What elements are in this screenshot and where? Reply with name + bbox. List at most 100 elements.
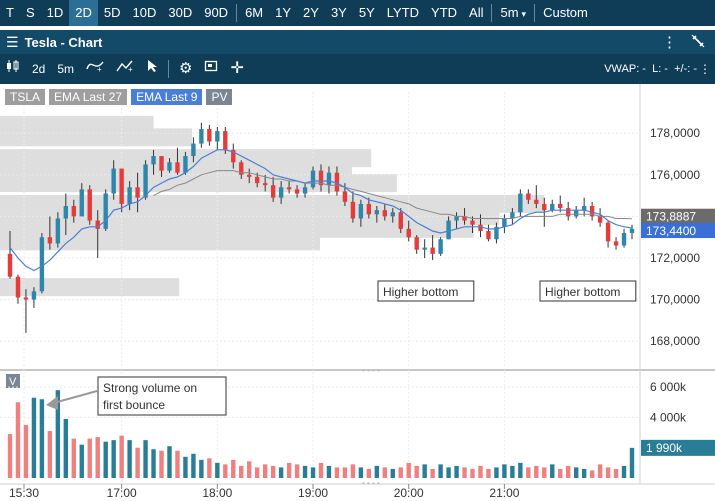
volume-profile-bar <box>0 278 180 297</box>
interval-5m-button[interactable]: 5m <box>57 62 75 76</box>
range-5y[interactable]: 5Y <box>358 5 375 20</box>
indicator-curve-icon[interactable]: + <box>80 54 110 84</box>
candle-body <box>127 187 132 204</box>
range-10d[interactable]: 10D <box>132 5 157 20</box>
candle-body <box>374 210 380 215</box>
candle-body <box>629 228 635 234</box>
range-5d[interactable]: 5D <box>103 5 121 20</box>
legend-item[interactable]: EMA Last 9 <box>131 89 203 105</box>
strong-volume-annotation-line2: first bounce <box>103 398 165 412</box>
volume-bar <box>374 465 380 478</box>
volume-bar <box>318 462 324 478</box>
layout-window-icon[interactable] <box>198 54 224 84</box>
candle-body <box>558 203 563 209</box>
interval-dropdown[interactable]: 5m ▾ <box>494 0 532 26</box>
time-tick-label: 20:00 <box>394 486 424 500</box>
candle-body <box>7 253 13 277</box>
volume-bar <box>573 467 579 478</box>
volume-bar <box>446 467 451 478</box>
higher-bottom-annotation-text: Higher bottom <box>545 285 620 299</box>
timeframe-2d-button[interactable]: 2d <box>32 62 46 76</box>
unlink-icon[interactable] <box>691 34 705 51</box>
candle-body <box>510 212 515 219</box>
range-1d[interactable]: 1D <box>46 5 64 20</box>
candle-body <box>167 162 172 171</box>
candle-body <box>270 185 276 198</box>
volume-tick-label: 6 000k <box>650 380 687 394</box>
volume-bar <box>103 441 108 478</box>
volume-bar <box>502 464 507 478</box>
cursor-pointer-icon[interactable] <box>140 54 164 84</box>
volume-bar <box>478 465 483 478</box>
volume-profile-bar <box>0 128 192 147</box>
hamburger-menu-icon[interactable]: ☰ <box>6 33 19 50</box>
volume-bar <box>366 468 372 478</box>
legend-item[interactable]: TSLA <box>5 89 46 105</box>
volume-bar <box>342 467 348 478</box>
last-price-tag <box>641 208 715 224</box>
candle-body <box>63 206 69 219</box>
volume-bar <box>294 464 300 478</box>
candle-body <box>542 203 547 211</box>
chevron-down-icon: ▾ <box>521 9 527 19</box>
candle-body <box>79 189 84 217</box>
chart-title-bar: ☰ Tesla - Chart ⋮ <box>0 30 715 54</box>
range-s[interactable]: S <box>25 5 35 20</box>
range-t[interactable]: T <box>6 5 14 20</box>
range-2d[interactable]: 2D <box>69 0 98 26</box>
range-90d[interactable]: 90D <box>204 5 229 20</box>
panel-resize-handle: • • • • <box>362 479 380 488</box>
range-lytd[interactable]: LYTD <box>386 5 420 20</box>
candle-body <box>111 168 116 194</box>
last-price-value: 173,8887 <box>646 210 696 224</box>
candlestick-type-icon[interactable] <box>0 54 26 84</box>
candle-body <box>462 216 467 221</box>
time-tick-label: 15:30 <box>9 486 39 500</box>
candle-body <box>310 170 316 188</box>
volume-bar <box>223 464 228 478</box>
candle-body <box>446 220 451 240</box>
window-title: Tesla - Chart <box>24 34 103 50</box>
strong-volume-annotation-box <box>97 376 227 416</box>
candle-body <box>470 220 475 225</box>
legend-item[interactable]: EMA Last 27 <box>49 89 128 105</box>
candle-body <box>207 129 212 142</box>
settings-gear-icon[interactable]: ⚙ <box>179 60 193 77</box>
volume-bar <box>581 468 587 478</box>
candle-body <box>414 237 419 250</box>
range-ytd[interactable]: YTD <box>431 5 458 20</box>
more-options-icon[interactable]: ⋮ <box>662 34 677 51</box>
candle-body <box>199 129 204 144</box>
candle-body <box>294 189 300 194</box>
custom-range-button[interactable]: Custom <box>543 5 588 20</box>
crosshair-icon[interactable]: ✛ <box>230 60 244 77</box>
candle-body <box>581 206 587 211</box>
time-tick-label: 21:00 <box>489 486 519 500</box>
range-3y[interactable]: 3Y <box>330 5 347 20</box>
volume-bar <box>71 438 76 478</box>
volume-bar <box>199 459 204 478</box>
volume-bar <box>558 468 563 478</box>
time-tick-label: 18:00 <box>202 486 232 500</box>
volume-bar <box>550 464 555 478</box>
range-6m[interactable]: 6M <box>245 5 264 20</box>
price-tick-label: 176,0000 <box>650 168 700 182</box>
candle-body <box>534 199 539 204</box>
higher-bottom-annotation-text: Higher bottom <box>383 285 458 299</box>
volume-bar <box>629 447 635 478</box>
vwap-readout: VWAP: - L: - +/-: - <box>604 63 697 75</box>
candle-body <box>478 224 483 231</box>
volume-profile-bar <box>0 174 397 193</box>
price-chart[interactable]: 178,0000176,0000174,0000172,0000170,0000… <box>0 84 715 501</box>
range-30d[interactable]: 30D <box>168 5 193 20</box>
volume-bar <box>486 468 491 478</box>
legend-item[interactable]: PV <box>206 89 233 105</box>
range-2y[interactable]: 2Y <box>303 5 319 20</box>
volume-bar <box>175 450 180 478</box>
candle-body <box>95 220 100 229</box>
range-all[interactable]: All <box>469 5 484 20</box>
candle-body <box>159 156 164 171</box>
study-line-icon[interactable]: + <box>110 54 140 84</box>
range-1y[interactable]: 1Y <box>275 5 292 20</box>
toolbar-overflow-icon[interactable]: ⋮ <box>699 62 711 76</box>
